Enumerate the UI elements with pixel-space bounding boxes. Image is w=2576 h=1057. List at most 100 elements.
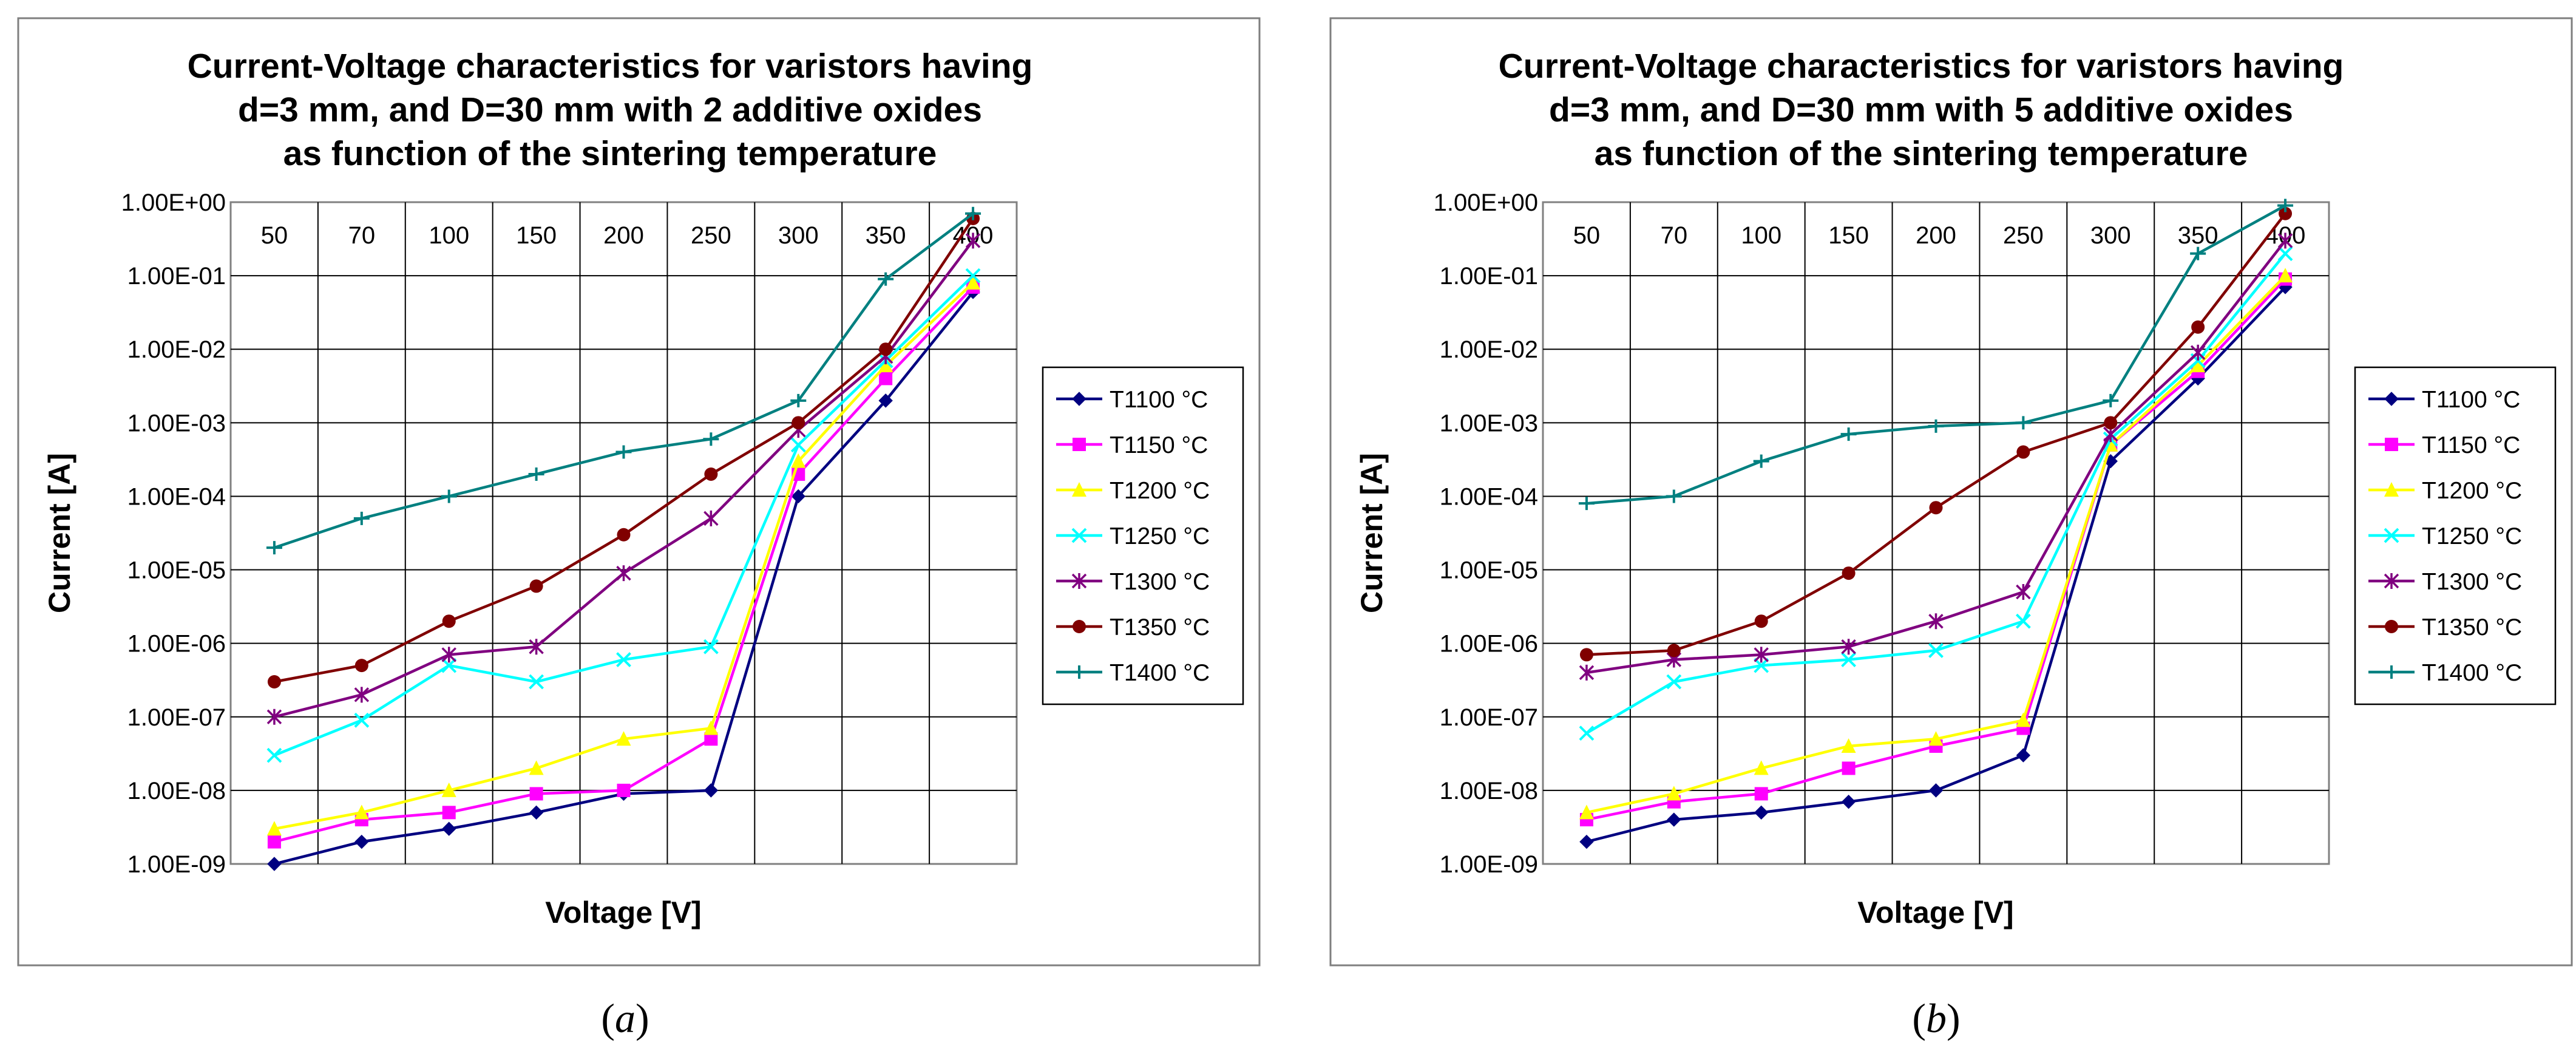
y-tick-label: 1.00E+00 — [121, 189, 226, 216]
data-point — [266, 541, 282, 555]
data-point — [2016, 445, 2030, 459]
data-point — [2385, 620, 2398, 633]
data-point — [703, 432, 719, 446]
x-tick-label: 50 — [1573, 222, 1601, 249]
data-point — [2016, 584, 2031, 600]
legend-label: T1350 °C — [2422, 614, 2522, 641]
data-point — [791, 416, 805, 430]
data-series — [1578, 199, 2294, 849]
data-point — [1929, 501, 1943, 515]
series-t1400-c — [266, 206, 981, 555]
data-point — [2103, 393, 2119, 407]
y-tick-label: 1.00E-08 — [1440, 778, 1538, 804]
data-point — [1841, 639, 1856, 655]
series-t1200-c — [1579, 268, 2293, 820]
legend-item: T1400 °C — [1056, 660, 1210, 686]
x-tick-label: 100 — [1741, 222, 1781, 249]
data-point — [966, 274, 981, 290]
chart-title-line-3: as function of the sintering temperature — [1595, 134, 2248, 173]
y-tick-label: 1.00E-01 — [127, 263, 226, 290]
data-point — [2277, 246, 2293, 262]
y-tick-label: 1.00E-06 — [1440, 631, 1538, 658]
y-tick-label: 1.00E-09 — [1440, 851, 1538, 878]
data-point — [2015, 416, 2032, 430]
data-point — [2384, 528, 2399, 543]
data-point — [1841, 794, 1856, 809]
legend-item: T1350 °C — [2368, 614, 2522, 641]
chart-panel-a: Current-Voltage characteristics for vari… — [17, 17, 1261, 1041]
data-point — [1579, 834, 1594, 849]
data-point — [2384, 392, 2399, 406]
data-point — [1754, 658, 1769, 673]
y-tick-label: 1.00E-04 — [1440, 483, 1538, 510]
y-tick-label: 1.00E-02 — [127, 336, 226, 363]
data-point — [2279, 206, 2293, 220]
x-axis-label: Voltage [V] — [1857, 896, 2013, 930]
data-point — [704, 467, 718, 481]
data-point — [1754, 787, 1768, 801]
data-point — [2015, 613, 2031, 629]
x-tick-label: 70 — [1661, 222, 1688, 249]
series-t1400-c — [1578, 199, 2294, 511]
data-point — [703, 639, 719, 654]
data-point — [878, 393, 893, 408]
legend: T1100 °C T1150 °C T1200 °C T1250 °C T1300 °C… — [2368, 387, 2522, 686]
legend-label: T1200 °C — [1110, 478, 1210, 504]
legend-label: T1100 °C — [1110, 387, 1208, 413]
data-point — [1073, 438, 1086, 451]
data-point — [441, 782, 456, 797]
x-axis-label: Voltage [V] — [545, 896, 701, 930]
data-point — [2384, 573, 2399, 589]
y-tick-labels: 1.00E+00 1.00E-01 1.00E-02 1.00E-03 1.00E-04… — [121, 189, 226, 878]
x-tick-label: 250 — [2003, 222, 2044, 249]
data-point — [1928, 419, 1944, 433]
legend-label: T1300 °C — [2422, 569, 2522, 595]
data-point — [2190, 246, 2206, 260]
data-point — [354, 804, 369, 820]
data-point — [878, 358, 893, 373]
legend-item: T1400 °C — [2368, 660, 2522, 686]
series-t1100-c — [1579, 280, 2293, 849]
data-point — [1666, 489, 1682, 503]
data-point — [879, 342, 893, 356]
chart-title-line-1: Current-Voltage characteristics for vari… — [1499, 47, 2344, 86]
x-tick-label: 300 — [2090, 222, 2131, 249]
data-point — [616, 731, 631, 746]
data-point — [791, 489, 805, 504]
x-tick-label: 150 — [516, 222, 557, 249]
series-t1350-c — [1579, 206, 2293, 662]
data-point — [1578, 497, 1595, 511]
data-point — [965, 233, 981, 249]
panel-caption: (a) — [601, 995, 649, 1041]
data-point — [965, 206, 981, 220]
x-tick-label: 200 — [1916, 222, 1956, 249]
data-point — [1754, 760, 1769, 775]
data-point — [1928, 783, 1944, 798]
data-point — [1072, 482, 1086, 497]
data-point — [1667, 644, 1681, 658]
data-point — [1840, 427, 1857, 441]
chart-title-line-2: d=3 mm, and D=30 mm with 5 additive oxid… — [1549, 90, 2293, 129]
data-point — [1928, 642, 1944, 658]
data-point — [266, 709, 282, 725]
legend-item: T1250 °C — [1056, 523, 1210, 549]
y-tick-label: 1.00E-08 — [127, 778, 226, 804]
legend-item: T1250 °C — [2368, 523, 2522, 549]
data-point — [442, 614, 456, 628]
y-tick-label: 1.00E-03 — [127, 410, 226, 437]
data-point — [791, 453, 806, 468]
data-point — [441, 658, 457, 673]
data-point — [1579, 804, 1594, 820]
data-point — [2384, 482, 2399, 497]
data-point — [2191, 320, 2205, 334]
legend-item: T1200 °C — [2368, 478, 2522, 504]
legend-label: T1400 °C — [2422, 660, 2522, 686]
data-point — [2277, 233, 2293, 249]
data-point — [442, 821, 456, 836]
data-point — [1841, 738, 1856, 753]
data-point — [354, 834, 369, 849]
data-point — [354, 712, 370, 728]
data-point — [617, 783, 631, 797]
data-point — [1579, 664, 1595, 681]
